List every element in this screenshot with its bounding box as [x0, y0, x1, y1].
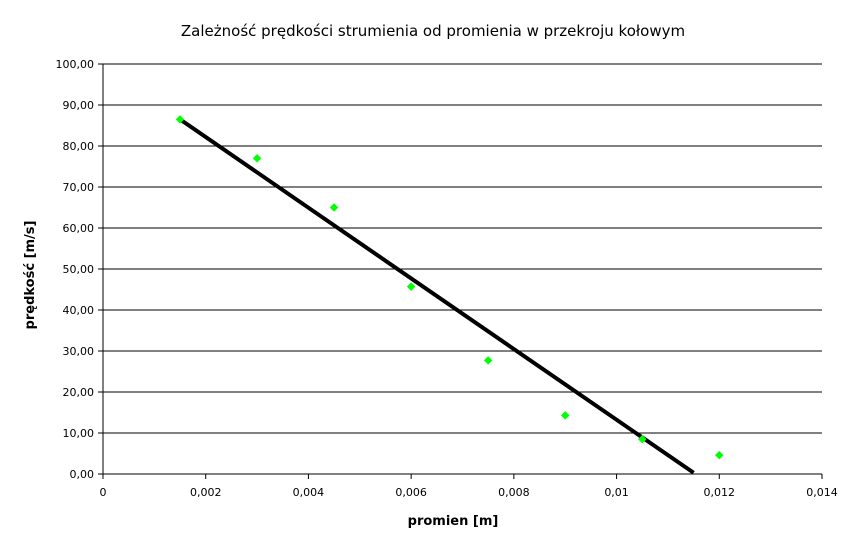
- data-point: [637, 434, 647, 444]
- trend-line: [178, 117, 695, 475]
- y-tick-label: 70,00: [63, 181, 95, 194]
- trend-layer: [178, 117, 695, 475]
- data-point: [329, 203, 339, 212]
- ticks-layer: 0,00 10,00 20,00 30,00 40,00 50,00 60,00 70,00 8…: [56, 58, 838, 499]
- x-tick-label: 0: [100, 486, 107, 499]
- y-tick-label: 40,00: [63, 304, 95, 317]
- x-tick-label: 0,006: [395, 486, 427, 499]
- data-point: [483, 356, 493, 365]
- y-tick-label: 50,00: [63, 263, 95, 276]
- y-tick-label: 60,00: [63, 222, 95, 235]
- y-tick-label: 10,00: [63, 427, 95, 440]
- data-point: [560, 411, 570, 420]
- chart-title: Zależność prędkości strumienia od promie…: [181, 22, 685, 40]
- x-axis-label: promien [m]: [408, 514, 499, 529]
- x-tick-label: 0,014: [806, 486, 838, 499]
- y-axis-label: prędkość [m/s]: [23, 221, 38, 330]
- data-point: [406, 282, 416, 291]
- data-point: [175, 114, 185, 124]
- y-tick-label: 100,00: [56, 58, 95, 71]
- data-point: [252, 153, 262, 163]
- data-point: [714, 450, 724, 460]
- y-tick-label: 80,00: [63, 140, 95, 153]
- y-tick-label: 20,00: [63, 386, 95, 399]
- grid-layer: [103, 63, 822, 434]
- x-tick-label: 0,008: [498, 486, 530, 499]
- y-tick-label: 30,00: [63, 345, 95, 358]
- x-tick-label: 0,01: [604, 486, 629, 499]
- x-tick-label: 0,004: [293, 486, 325, 499]
- x-tick-label: 0,012: [704, 486, 736, 499]
- y-tick-label: 90,00: [63, 99, 95, 112]
- x-tick-label: 0,002: [190, 486, 222, 499]
- points-layer: [175, 114, 724, 460]
- y-tick-label: 0,00: [70, 468, 95, 481]
